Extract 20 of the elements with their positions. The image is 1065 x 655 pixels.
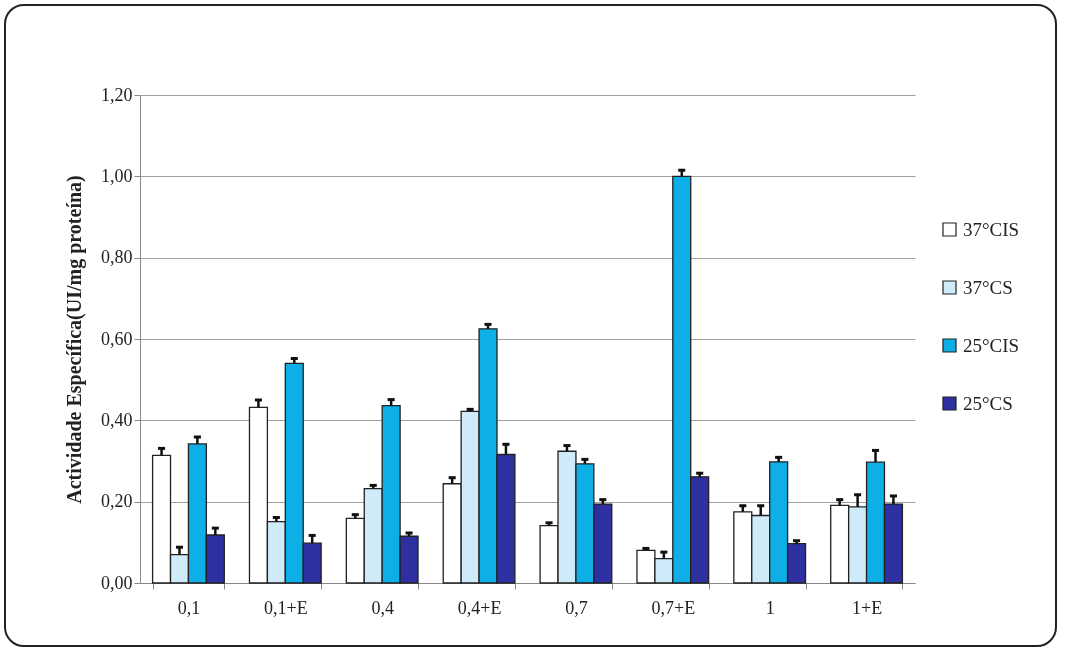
y-tick-label: 0,80 <box>101 247 133 268</box>
x-tick-label: 0,4 <box>371 597 394 618</box>
y-tick-label: 0,00 <box>101 572 133 593</box>
y-tick-label: 0,20 <box>101 491 133 512</box>
x-tick-label: 0,7 <box>565 597 588 618</box>
y-tick-label: 1,20 <box>101 84 133 105</box>
y-tick-label: 0,60 <box>101 328 133 349</box>
x-tick-label: 0,1 <box>177 597 201 618</box>
legend-label: 37°CS <box>963 276 1013 298</box>
x-tick-label: 0,7+E <box>651 597 696 618</box>
legend-label: 37°CIS <box>963 218 1020 240</box>
legend-label: 25°CIS <box>963 334 1020 356</box>
x-tick-label: 0,1+E <box>263 597 308 618</box>
y-tick-label: 1,00 <box>101 165 133 186</box>
y-axis-title: Actividade Específica(UI/mg proteína) <box>63 175 86 504</box>
x-tick-label: 0,4+E <box>457 597 502 618</box>
y-tick-label: 0,40 <box>101 409 133 430</box>
x-tick-label: 1 <box>765 597 775 618</box>
x-tick-label: 1+E <box>851 597 883 618</box>
legend-label: 25°CS <box>963 392 1013 414</box>
